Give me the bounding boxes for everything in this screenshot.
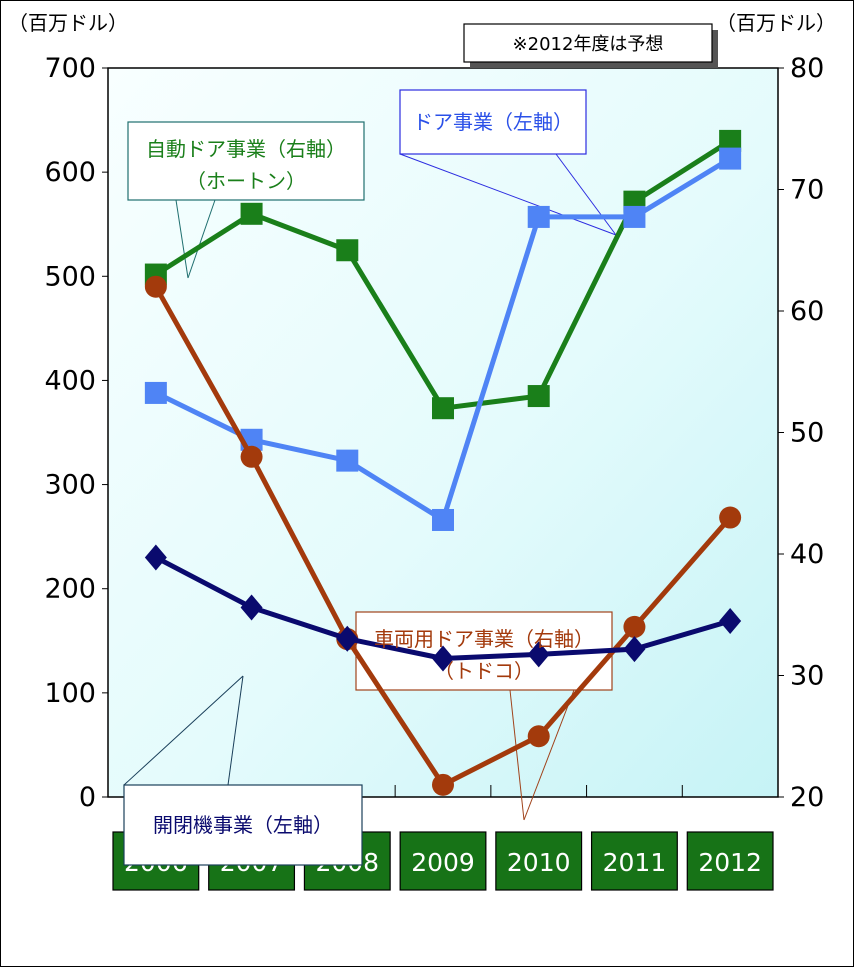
right-tick-label: 40 [790,539,824,570]
category-box [399,831,487,891]
auto-door-point [240,202,263,225]
door-point [623,205,646,228]
callout-box [399,89,587,155]
callout-pointer [523,689,575,821]
series-label: 車両用ドア事業（右軸） [374,627,594,651]
category-label: 2012 [698,848,762,877]
left-tick-label: 600 [44,157,96,188]
series-label: 自動ドア事業（右軸） [146,137,346,161]
left-tick-label: 0 [79,782,96,813]
left-axis-unit: （百万ドル） [8,11,128,35]
door-point [432,508,454,531]
callout-box [123,784,363,866]
vehicle-door-point [623,615,646,638]
right-tick-label: 50 [790,418,824,449]
series-label: ドア事業（左軸） [413,110,573,134]
vehicle-door-point [144,275,167,298]
note-box [463,23,713,63]
left-tick-label: 700 [44,53,96,84]
category-box [686,831,774,891]
shutter-point [336,625,359,652]
right-tick-label: 60 [790,296,824,327]
shutter-point [623,636,646,663]
left-tick-label: 100 [44,678,96,709]
series-sublabel: （トドコ） [434,659,534,683]
callout-pointer [123,675,244,786]
shutter-point [432,645,454,672]
category-label: 2010 [507,848,571,877]
right-axis-unit: （百万ドル） [716,11,836,35]
auto-door-point [719,129,742,152]
right-tick-label: 70 [790,175,824,206]
door-point [144,381,167,404]
left-tick-label: 400 [44,365,96,396]
vehicle-door-point [719,506,742,529]
callout-pointer [399,153,617,236]
right-tick-label: 20 [790,782,824,813]
vehicle-door-point [240,445,263,468]
series-sublabel: （ホートン） [186,169,306,193]
callout-pointer [555,153,617,236]
door-point [719,147,742,170]
callout-pointer [509,689,525,821]
category-label: 2009 [411,848,475,877]
series-label: 開閉機事業（左軸） [153,813,333,837]
category-box [590,831,678,891]
category-label: 2011 [603,848,667,877]
left-tick-label: 300 [44,470,96,501]
door-point [336,449,359,472]
callout-pointer [175,199,189,279]
right-tick-label: 80 [790,53,824,84]
category-box [495,831,583,891]
callout-pointer [187,199,216,279]
auto-door-point [336,239,359,262]
callout-pointer [227,675,244,786]
shutter-point [240,594,263,621]
shutter-point [144,544,167,571]
vehicle-door-point [432,773,454,796]
auto-door-point [527,385,550,408]
door-point [527,205,550,228]
auto-door-point [432,397,454,420]
left-tick-label: 500 [44,261,96,292]
left-tick-label: 200 [44,574,96,605]
shutter-point [719,607,742,634]
right-tick-label: 30 [790,661,824,692]
callout-box [127,121,365,201]
vehicle-door-point [527,725,550,748]
shutter-point [527,641,550,668]
forecast-note: ※2012年度は予想 [513,34,664,55]
